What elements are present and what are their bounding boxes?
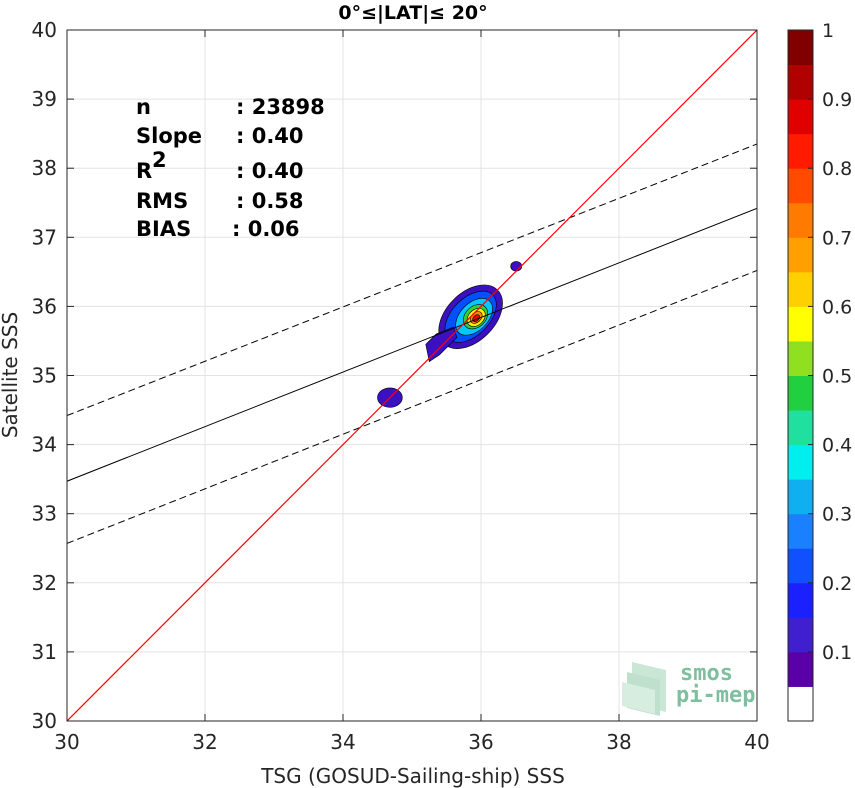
stat-value-rms: : 0.58 [236,189,304,213]
colorbar-segment [788,168,813,204]
stat-value-bias: : 0.06 [232,217,300,241]
colorbar-tick-label: 0.1 [822,642,852,664]
colorbar-segment [788,375,813,411]
plot-area: 30 32 34 36 38 40 30 31 32 33 34 35 36 37 38 39 40 [32,18,770,754]
stat-label-r: R [136,159,152,183]
colorbar-tick-label: 0.8 [822,158,852,180]
colorbar-tick-label: 0.3 [822,504,852,526]
smos-pimep-logo: smos pi-mep [622,661,755,716]
colorbar: 0.1 0.2 0.3 0.4 0.5 0.6 0.7 0.8 0.9 1 [787,20,852,722]
colorbar-segment [788,617,813,653]
x-tick-label: 32 [192,730,217,754]
upper-rms-line [67,143,757,417]
colorbar-segment [788,548,813,584]
logo-line1: smos [680,661,733,686]
stat-label-bias: BIAS [136,217,191,241]
plot-content [67,30,757,721]
y-tick-label: 32 [32,571,57,595]
colorbar-tick-label: 0.7 [822,227,852,249]
logo-wave-icon [622,662,666,716]
colorbar-segment [788,651,813,687]
x-tick-label: 38 [606,730,631,754]
colorbar-segment [788,686,813,722]
stat-label-rms: RMS [136,189,188,213]
colorbar-tick-label: 0.4 [822,435,852,457]
colorbar-tick-label: 1 [822,20,834,42]
colorbar-segment [788,99,813,135]
colorbar-segment [788,202,813,238]
identity-line [67,30,757,721]
lower-rms-line [67,270,757,544]
stats-box: n : 23898 Slope : 0.40 R 2 : 0.40 RMS : 0.58 BIAS… [136,95,325,241]
y-tick-label: 36 [32,294,57,318]
x-tick-label: 30 [54,730,79,754]
y-tick-label: 40 [32,18,57,42]
chart-title: 0°≤|LAT|≤ 20° [338,2,487,24]
colorbar-segment [788,340,813,376]
colorbar-segment [788,513,813,549]
density-tail [425,326,458,363]
stat-label-n: n [136,95,151,119]
colorbar-segment [788,133,813,169]
colorbar-segment [788,237,813,273]
colorbar-segment [788,582,813,618]
regression-line [67,207,757,482]
stat-value-slope: : 0.40 [236,124,304,148]
colorbar-segment [788,271,813,307]
colorbar-tick-label: 0.2 [822,573,852,595]
colorbar-tick-label: 0.5 [822,366,852,388]
colorbar-tick-label: 0.6 [822,296,852,318]
y-tick-label: 31 [32,640,57,664]
stat-superscript: 2 [152,148,167,172]
y-tick-label: 30 [32,709,57,733]
y-tick-label: 39 [32,87,57,111]
colorbar-segment [788,410,813,446]
density-patch-1 [510,261,523,272]
colorbar-segment [788,444,813,480]
colorbar-segment [788,30,813,66]
y-axis-label: Satellite SSS [0,312,22,438]
x-tick-label: 40 [744,730,769,754]
x-tick-label: 34 [330,730,355,754]
logo-line2: pi-mep [676,683,755,708]
y-tick-label: 37 [32,225,57,249]
y-tick-label: 34 [32,433,57,457]
x-axis-label: TSG (GOSUD-Sailing-ship) SSS [260,764,565,788]
stat-value-r: : 0.40 [236,159,304,183]
y-tick-label: 38 [32,156,57,180]
stat-label-slope: Slope [136,124,202,148]
y-tick-label: 35 [32,364,57,388]
colorbar-segment [788,306,813,342]
colorbar-segment [788,64,813,100]
colorbar-tick-label: 0.9 [822,89,852,111]
y-tick-label: 33 [32,502,57,526]
x-tick-label: 36 [468,730,493,754]
colorbar-segment [788,479,813,515]
stat-value-n: : 23898 [236,95,325,119]
